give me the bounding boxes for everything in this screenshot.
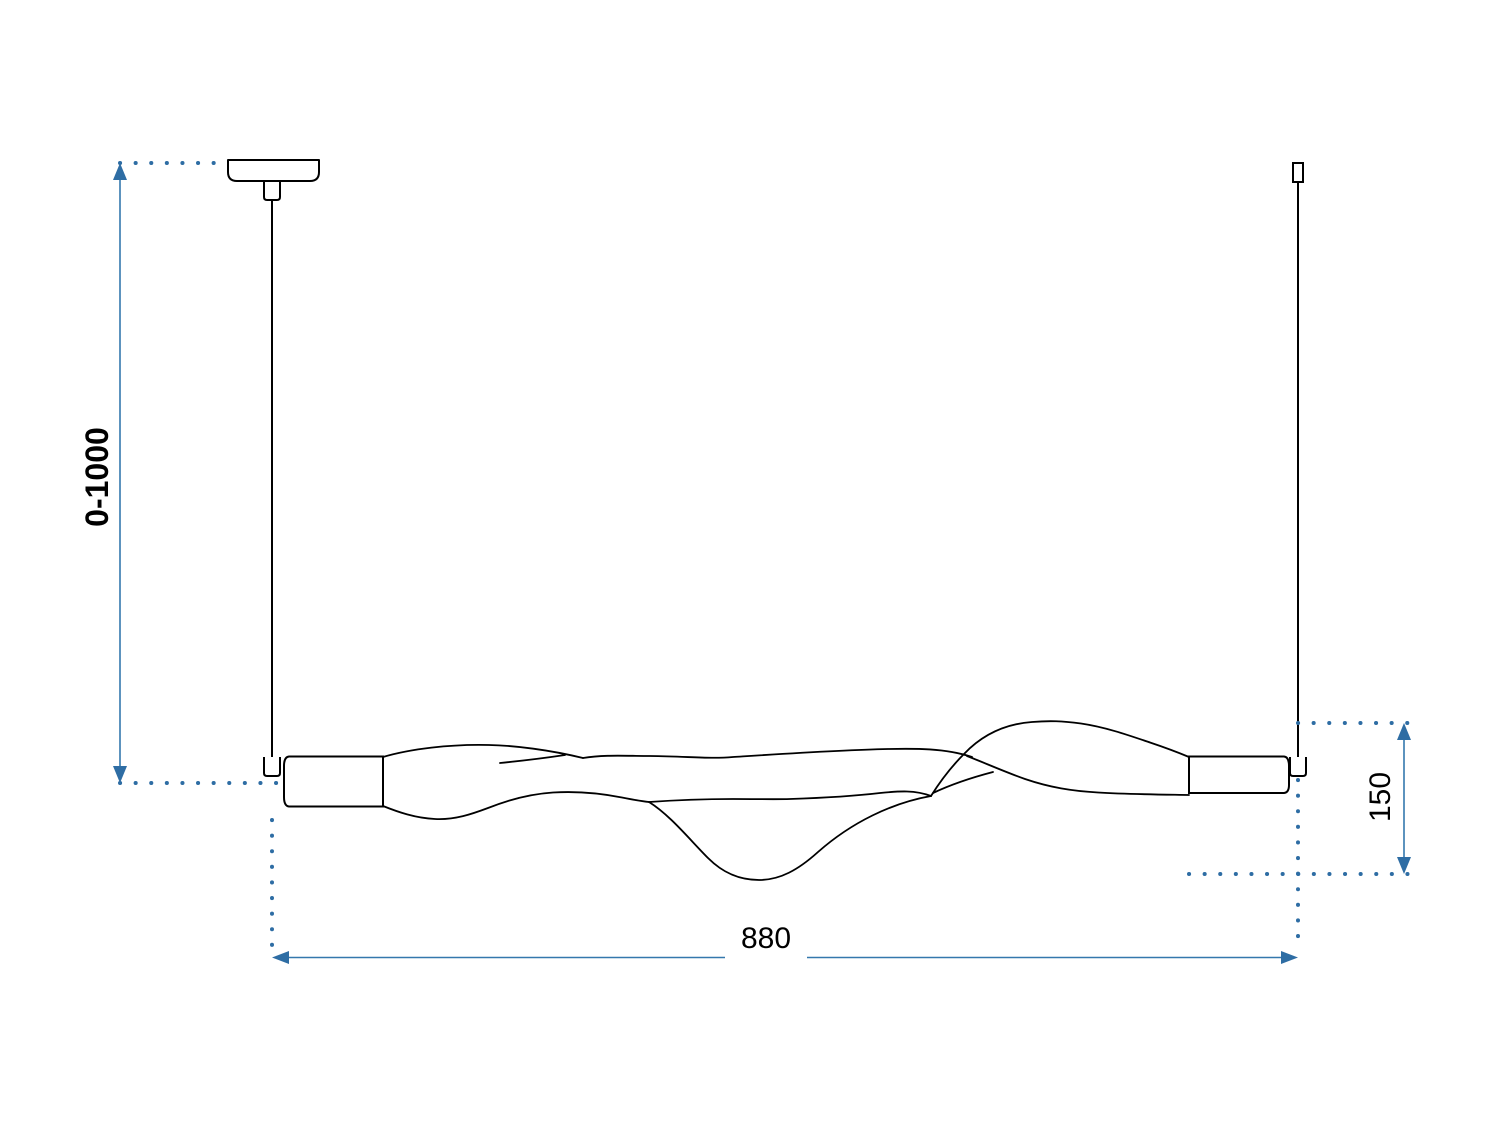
svg-text:880: 880 — [741, 922, 791, 955]
svg-text:0-1000: 0-1000 — [79, 427, 115, 527]
svg-text:150: 150 — [1364, 772, 1397, 822]
